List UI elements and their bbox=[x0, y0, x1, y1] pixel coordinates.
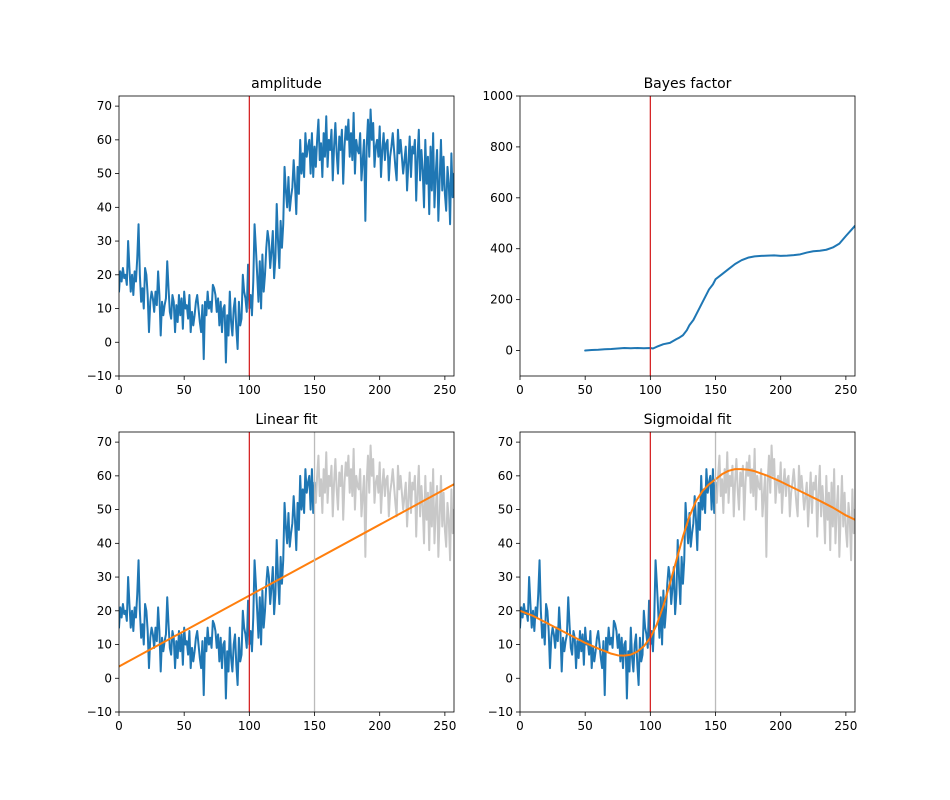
bayes-factor-x-tick-label: 50 bbox=[578, 383, 593, 397]
linear-fit-y-tick-label: 30 bbox=[97, 570, 112, 584]
sigmoidal-fit-primary-series-line bbox=[520, 468, 717, 700]
linear-fit-x-tick-label: 50 bbox=[177, 719, 192, 733]
bayes-factor-title: Bayes factor bbox=[644, 76, 732, 92]
amplitude-x-tick-label: 250 bbox=[433, 383, 456, 397]
amplitude-plot-area bbox=[119, 96, 454, 376]
sigmoidal-fit-plot-area bbox=[520, 432, 855, 712]
amplitude-x-tick-label: 200 bbox=[368, 383, 391, 397]
sigmoidal-fit-y-tick-label: 60 bbox=[498, 469, 513, 483]
linear-fit-y-tick-label: 40 bbox=[97, 536, 112, 550]
amplitude-y-tick-label: 40 bbox=[97, 200, 112, 214]
bayes-factor-panel: Bayes factor 0 50 100 150 200 250 0 200 400 600 80… bbox=[482, 76, 857, 397]
linear-fit-x-tick-label: 200 bbox=[368, 719, 391, 733]
linear-fit-y-tick-label: 20 bbox=[97, 604, 112, 618]
amplitude-y-tick-label: 70 bbox=[97, 99, 112, 113]
linear-fit-x-tick-label: 100 bbox=[238, 719, 261, 733]
bayes-factor-x-tick-label: 150 bbox=[704, 383, 727, 397]
amplitude-axes-frame bbox=[118, 95, 455, 377]
amplitude-x-tick-label: 150 bbox=[303, 383, 326, 397]
bayes-factor-axes-frame bbox=[519, 95, 856, 377]
linear-fit-panel: Linear fit 0 50 100 150 200 250−1001020304050… bbox=[87, 412, 457, 733]
amplitude-y-tick-label: 10 bbox=[97, 302, 112, 316]
linear-fit-title: Linear fit bbox=[255, 412, 318, 428]
linear-fit-axes-frame bbox=[118, 431, 455, 713]
linear-fit-primary-series-line bbox=[119, 468, 316, 700]
amplitude-x-tick-label: 100 bbox=[238, 383, 261, 397]
sigmoidal-fit-fit-series-line bbox=[520, 468, 855, 657]
sigmoidal-fit-x-tick-label: 150 bbox=[704, 719, 727, 733]
sigmoidal-fit-y-tick-label: −10 bbox=[488, 705, 513, 719]
linear-fit-x-tick-label: 250 bbox=[433, 719, 456, 733]
bayes-factor-y-tick-label: 800 bbox=[490, 140, 513, 154]
sigmoidal-fit-y-tick-label: 40 bbox=[498, 536, 513, 550]
linear-fit-y-tick-label: 10 bbox=[97, 638, 112, 652]
linear-fit-y-tick-label: 60 bbox=[97, 469, 112, 483]
linear-fit-y-tick-label: 50 bbox=[97, 503, 112, 517]
sigmoidal-fit-y-tick-label: 50 bbox=[498, 503, 513, 517]
linear-fit-y-tick-label: 70 bbox=[97, 435, 112, 449]
bayes-factor-y-tick-label: 400 bbox=[490, 242, 513, 256]
amplitude-title: amplitude bbox=[251, 76, 322, 92]
amplitude-y-tick-label: 60 bbox=[97, 133, 112, 147]
amplitude-primary-series-line bbox=[119, 108, 454, 364]
sigmoidal-fit-title: Sigmoidal fit bbox=[644, 412, 732, 428]
sigmoidal-fit-y-tick-label: 20 bbox=[498, 604, 513, 618]
sigmoidal-fit-x-tick-label: 100 bbox=[639, 719, 662, 733]
sigmoidal-fit-x-tick-label: 250 bbox=[834, 719, 857, 733]
linear-fit-y-tick-label: 0 bbox=[104, 671, 112, 685]
amplitude-y-tick-label: 30 bbox=[97, 234, 112, 248]
sigmoidal-fit-ignored-series-line bbox=[714, 444, 855, 562]
sigmoidal-fit-axes-frame bbox=[519, 431, 856, 713]
bayes-factor-y-tick-label: 0 bbox=[505, 344, 513, 358]
linear-fit-ignored-series-line bbox=[313, 444, 454, 562]
sigmoidal-fit-y-tick-label: 0 bbox=[505, 671, 513, 685]
amplitude-panel: amplitude 0 50 100 150 200 250−10010203040506… bbox=[87, 76, 457, 397]
sigmoidal-fit-y-tick-label: 30 bbox=[498, 570, 513, 584]
linear-fit-y-tick-label: −10 bbox=[87, 705, 112, 719]
sigmoidal-fit-y-tick-label: 70 bbox=[498, 435, 513, 449]
bayes-factor-x-tick-label: 0 bbox=[516, 383, 524, 397]
amplitude-y-tick-label: 0 bbox=[104, 335, 112, 349]
sigmoidal-fit-x-tick-label: 200 bbox=[769, 719, 792, 733]
bayes-factor-x-tick-label: 200 bbox=[769, 383, 792, 397]
amplitude-x-tick-label: 50 bbox=[177, 383, 192, 397]
linear-fit-x-tick-label: 0 bbox=[115, 719, 123, 733]
bayes-factor-x-tick-label: 250 bbox=[834, 383, 857, 397]
amplitude-y-tick-label: −10 bbox=[87, 369, 112, 383]
linear-fit-plot-area bbox=[119, 432, 454, 712]
amplitude-x-tick-label: 0 bbox=[115, 383, 123, 397]
bayes-factor-plot-area bbox=[584, 96, 855, 376]
sigmoidal-fit-x-tick-label: 0 bbox=[516, 719, 524, 733]
bayes-factor-y-tick-label: 600 bbox=[490, 191, 513, 205]
bayes-factor-y-tick-label: 200 bbox=[490, 293, 513, 307]
sigmoidal-fit-panel: Sigmoidal fit 0 50 100 150 200 250−1001020304… bbox=[488, 412, 858, 733]
bayes-factor-primary-series-line bbox=[584, 224, 855, 352]
sigmoidal-fit-x-tick-label: 50 bbox=[578, 719, 593, 733]
linear-fit-fit-series-line bbox=[119, 483, 454, 668]
linear-fit-x-tick-label: 150 bbox=[303, 719, 326, 733]
amplitude-y-tick-label: 20 bbox=[97, 268, 112, 282]
sigmoidal-fit-y-tick-label: 10 bbox=[498, 638, 513, 652]
bayes-factor-y-tick-label: 1000 bbox=[482, 89, 513, 103]
bayes-factor-x-tick-label: 100 bbox=[639, 383, 662, 397]
amplitude-y-tick-label: 50 bbox=[97, 167, 112, 181]
